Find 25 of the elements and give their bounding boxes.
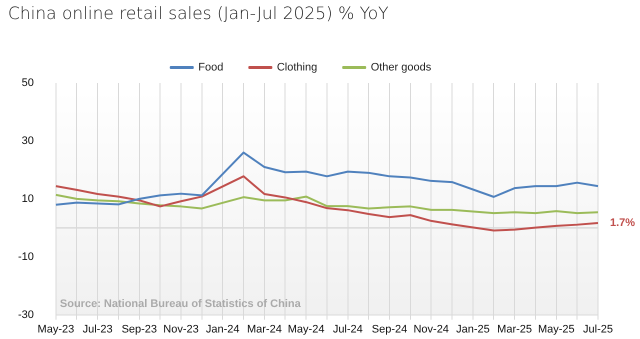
x-tick-label: May-24: [288, 323, 324, 336]
x-tick-label: Mar-25: [497, 323, 532, 336]
x-tick-label: Jan-25: [456, 323, 490, 336]
chart-title: China online retail sales (Jan-Jul 2025) % YoY: [8, 4, 389, 24]
x-tick-label: Jul-23: [82, 323, 113, 336]
y-tick-label: 30: [22, 134, 34, 147]
legend-label: Food: [198, 62, 224, 74]
legend-label: Other goods: [370, 62, 432, 74]
x-tick-label: Nov-23: [163, 323, 199, 336]
annotation: Source: National Bureau of Statistics of China: [60, 298, 302, 310]
y-tick-label: 50: [22, 77, 34, 90]
x-tick-label: Jan-24: [206, 323, 240, 336]
y-tick-label: -10: [18, 250, 34, 263]
y-tick-label: 10: [22, 192, 34, 205]
x-tick-label: Sep-24: [372, 323, 408, 336]
x-tick-label: Nov-24: [413, 323, 449, 336]
x-tick-label: Jul-24: [332, 323, 363, 336]
x-tick-label: Jul-25: [583, 323, 613, 336]
x-tick-label: May-23: [38, 323, 74, 336]
x-tick-label: Sep-23: [122, 323, 158, 336]
x-tick-label: May-25: [538, 323, 575, 336]
legend-label: Clothing: [276, 62, 318, 74]
annotation: 1.7%: [610, 216, 636, 229]
x-tick-label: Mar-24: [246, 323, 282, 336]
y-tick-label: -30: [18, 308, 34, 321]
